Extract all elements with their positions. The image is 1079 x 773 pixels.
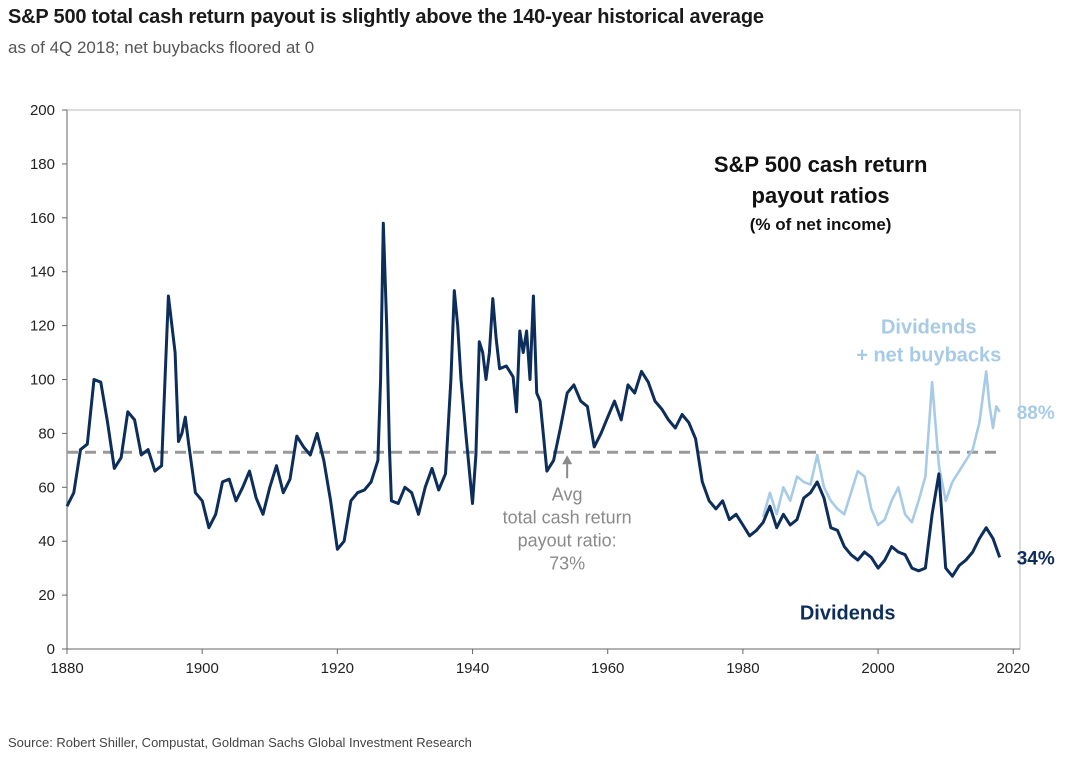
series-name-label-total: + net buybacks: [856, 345, 1001, 367]
x-tick-label: 1940: [456, 660, 489, 677]
x-tick-label: 2020: [997, 660, 1030, 677]
y-tick-label: 120: [30, 318, 55, 335]
x-tick-label: 1980: [726, 660, 759, 677]
y-tick-label: 160: [30, 210, 55, 227]
average-label: Avg: [552, 484, 583, 504]
average-arrow-head: [562, 455, 573, 465]
y-tick-label: 0: [47, 641, 55, 658]
series-end-label-total: 88%: [1017, 403, 1055, 424]
page-title: S&P 500 total cash return payout is slig…: [8, 6, 764, 28]
y-axis: 0 20 40 60 80 100 120 140 160 180 200: [30, 102, 68, 658]
y-tick-label: 80: [38, 425, 55, 442]
chart-title: payout ratios: [752, 183, 890, 208]
average-label: total cash return: [503, 507, 632, 527]
y-tick-label: 200: [30, 102, 55, 119]
average-label: payout ratio:: [518, 530, 617, 550]
y-tick-label: 140: [30, 264, 55, 281]
source-note: Source: Robert Shiller, Compustat, Goldm…: [8, 735, 472, 750]
y-tick-label: 20: [38, 587, 55, 604]
y-tick-label: 40: [38, 533, 55, 550]
x-axis: 1880 1900 1920 1940 1960 1980 2000 2020: [50, 648, 1030, 677]
series-line-total: [761, 370, 1001, 527]
average-layer: Avg total cash return payout ratio: 73%: [67, 450, 1000, 573]
series-name-label-dividends: Dividends: [800, 602, 896, 624]
x-tick-label: 1900: [185, 660, 218, 677]
series-end-label-dividends: 34%: [1017, 548, 1055, 569]
x-tick-label: 1920: [321, 660, 354, 677]
chart-subtitle: (% of net income): [750, 215, 892, 234]
page-subtitle: as of 4Q 2018; net buybacks floored at 0: [8, 38, 315, 57]
series-name-label-total: Dividends: [881, 317, 977, 339]
y-tick-label: 180: [30, 156, 55, 173]
chart-title: S&P 500 cash return: [714, 152, 928, 177]
label-layer: 88% 34% Dividends + net buybacks Dividends S&…: [714, 152, 1055, 624]
x-tick-label: 2000: [861, 660, 894, 677]
y-tick-label: 60: [38, 479, 55, 496]
average-label: 73%: [549, 553, 585, 573]
series-line-dividends: [65, 221, 1002, 578]
x-tick-label: 1960: [591, 660, 624, 677]
series-layer: [65, 221, 1002, 578]
x-tick-label: 1880: [50, 660, 83, 677]
y-tick-label: 100: [30, 372, 55, 389]
